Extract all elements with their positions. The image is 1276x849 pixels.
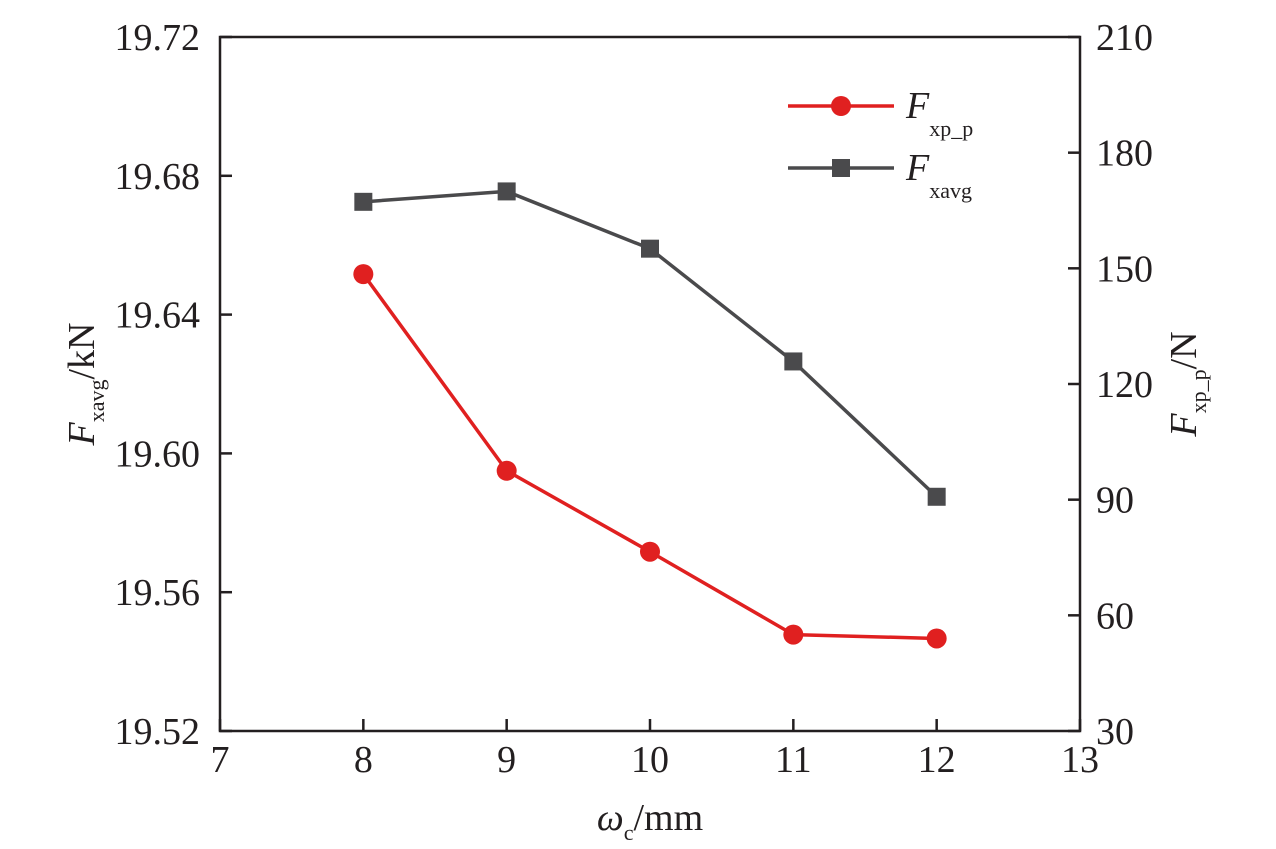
y-right-tick-label: 90	[1096, 480, 1134, 522]
x-tick-label: 12	[918, 739, 956, 781]
data-point-square	[354, 192, 373, 211]
plot-frame	[218, 35, 1082, 733]
y-axis-right-title: Fxp_p/N	[1163, 331, 1211, 437]
y-left-tick-label: 19.52	[115, 711, 201, 753]
y-right-tick-label: 120	[1096, 364, 1153, 406]
x-tick-label: 8	[354, 739, 373, 781]
x-tick-label: 10	[631, 739, 669, 781]
data-point-square	[497, 182, 516, 201]
y-right-tick-label: 210	[1096, 17, 1153, 59]
y-right-tick-label: 60	[1096, 595, 1134, 637]
legend-entry-xp-p: Fxp_p	[788, 85, 973, 141]
x-axis-title: ωc/mm	[597, 797, 703, 845]
data-point-circle	[926, 628, 947, 649]
y-right-tick-label: 30	[1096, 711, 1134, 753]
y-left-tick-label: 19.64	[115, 295, 201, 337]
data-point-circle	[353, 264, 374, 285]
x-tick-label: 11	[775, 739, 812, 781]
y-left-tick-label: 19.72	[115, 17, 201, 59]
x-tick-label: 13	[1061, 739, 1099, 781]
legend-marker-square	[832, 159, 850, 177]
y-left-tick-label: 19.68	[115, 156, 201, 198]
x-tick-label: 9	[497, 739, 516, 781]
data-point-square	[927, 487, 946, 506]
y-right-tick-label: 150	[1096, 248, 1153, 290]
x-tick-label: 7	[211, 739, 230, 781]
y-right-tick-label: 180	[1096, 133, 1153, 175]
y-axis-left-title: Fxavg/kN	[61, 323, 109, 447]
legend: Fxp_p Fxavg	[788, 85, 973, 203]
data-point-circle	[640, 541, 660, 562]
y-left-tick-label: 19.56	[115, 572, 201, 614]
legend-marker-circle	[831, 96, 851, 116]
ticks-layer: 7 8 9 10 11 12 13 19.52 19.56 19.60 19.64 19.68 19.7…	[115, 17, 1154, 781]
legend-entry-xavg: Fxavg	[788, 147, 972, 203]
data-point-square	[784, 352, 803, 371]
legend-label-xp-p: Fxp_p	[905, 85, 973, 141]
series-layer	[353, 182, 947, 649]
data-point-circle	[783, 624, 804, 645]
legend-label-xavg: Fxavg	[905, 147, 972, 203]
data-point-circle	[496, 460, 517, 481]
series-line-xp-p	[361, 273, 937, 641]
y-left-tick-label: 19.60	[115, 433, 201, 475]
data-point-square	[641, 239, 659, 258]
series-line-xavg	[363, 189, 938, 499]
